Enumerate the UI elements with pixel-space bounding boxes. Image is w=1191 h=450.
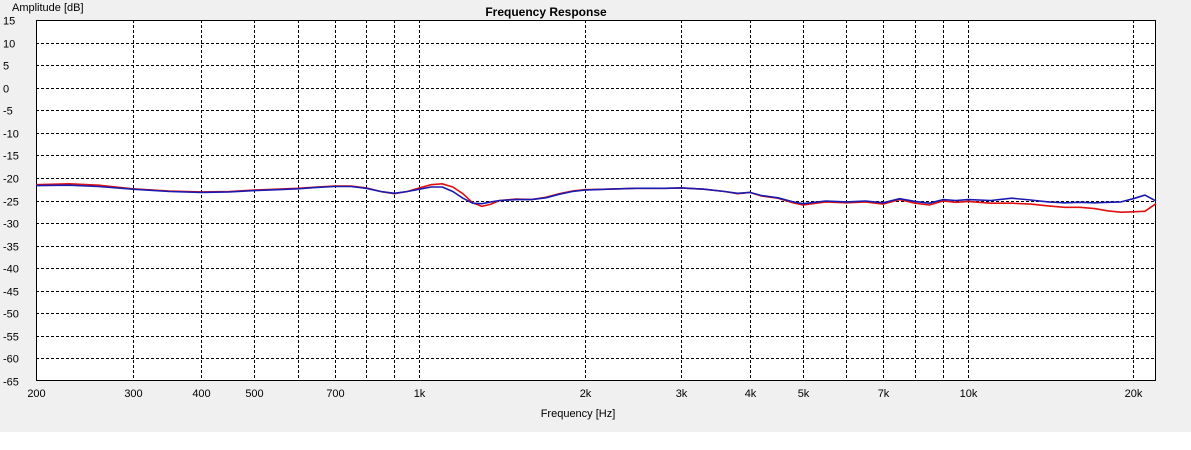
y-tick-label: -65	[3, 377, 19, 389]
x-axis-label: Frequency [Hz]	[541, 408, 616, 420]
x-tick-label: 400	[192, 388, 210, 400]
x-tick-label: 500	[245, 388, 263, 400]
y-tick-label: -45	[3, 287, 19, 299]
y-tick-label: -30	[3, 219, 19, 231]
y-axis-label: Amplitude [dB]	[12, 2, 84, 14]
chart-title: Frequency Response	[485, 5, 607, 19]
grid	[36, 20, 1156, 381]
y-tick-label: -40	[3, 264, 19, 276]
x-axis: 200 300 400 500 700 1k 2k 3k 4k 5k 7k 10k 20k	[27, 388, 1143, 400]
series-group	[35, 183, 1157, 213]
x-tick-label: 20k	[1125, 388, 1143, 400]
x-tick-label: 200	[27, 388, 45, 400]
y-tick-label: 10	[3, 39, 15, 51]
y-tick-label: -25	[3, 197, 19, 209]
x-tick-label: 4k	[745, 388, 757, 400]
y-tick-label: -55	[3, 332, 19, 344]
x-tick-label: 3k	[676, 388, 688, 400]
x-tick-label: 7k	[878, 388, 890, 400]
y-axis: 15 10 5 0 -5 -10 -15 -20 -25 -30 -35 -40 -45 -50 -55 -6…	[3, 16, 19, 389]
x-tick-label: 300	[124, 388, 142, 400]
y-tick-label: -20	[3, 174, 19, 186]
y-tick-label: -60	[3, 354, 19, 366]
y-tick-label: -50	[3, 309, 19, 321]
x-tick-label: 5k	[798, 388, 810, 400]
plot-area	[36, 20, 1156, 381]
y-tick-label: -10	[3, 129, 19, 141]
x-tick-label: 2k	[580, 388, 592, 400]
y-tick-label: 0	[3, 84, 9, 96]
y-tick-label: -5	[3, 106, 13, 118]
y-tick-label: 15	[3, 16, 15, 28]
frequency-response-chart: 15 10 5 0 -5 -10 -15 -20 -25 -30 -35 -40 -45 -50 -55 -6…	[3, 2, 1157, 420]
series-line-2	[35, 184, 1157, 205]
x-tick-label: 700	[326, 388, 344, 400]
y-tick-label: -35	[3, 242, 19, 254]
y-tick-label: 5	[3, 61, 9, 73]
y-tick-label: -15	[3, 151, 19, 163]
x-tick-label: 10k	[960, 388, 978, 400]
chart-panel: 15 10 5 0 -5 -10 -15 -20 -25 -30 -35 -40 -45 -50 -55 -6…	[0, 0, 1191, 432]
x-tick-label: 1k	[414, 388, 426, 400]
